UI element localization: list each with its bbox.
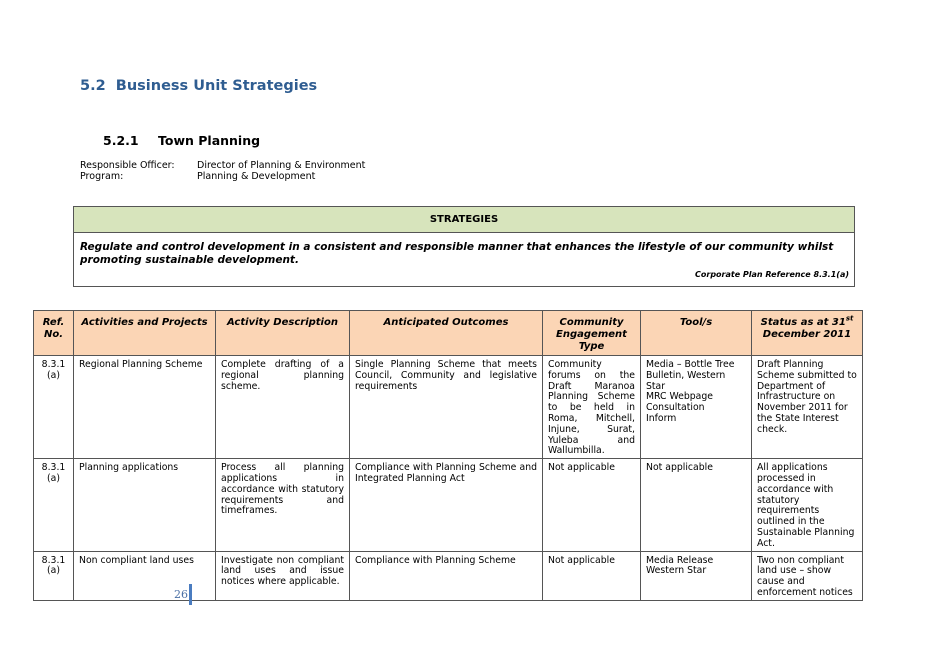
cell-line: Western Star [646,565,707,577]
value: Director of Planning & Environment [197,160,366,171]
table-cell: Compliance with Planning Scheme and Inte… [349,458,543,552]
header-sup: st [845,314,854,323]
strategy-table: Ref. No. Activities and Projects Activity … [33,310,863,601]
header-text: December 2011 [762,329,852,340]
table-cell: 8.3.1 (a) [33,458,74,552]
table-cell: Compliance with Planning Scheme [349,550,543,601]
header-cell: Tool/s [640,310,752,356]
subsection-title: 5.2.1 Town Planning [103,133,260,148]
label: Program: [80,171,124,182]
value: Planning & Development [197,171,316,182]
section-title: 5.2 Business Unit Strategies [80,78,318,94]
table-cell: 8.3.1 (a) [33,550,74,601]
subsection-number: 5.2.1 [103,133,139,148]
cell-line: Media Release [646,554,714,566]
table-cell: Draft Planning Scheme submitted to Depar… [751,354,863,460]
plan-reference: Corporate Plan Reference 8.3.1(a) [695,270,849,279]
table-row: 8.3.1 (a) Non compliant land uses Investig… [33,550,863,601]
cell-line: Not applicable [646,462,713,474]
header-cell: Activities and Projects [73,310,216,356]
cell-line: Media – Bottle Tree Bulletin, Western St… [646,359,735,392]
header-text: Status as at 31 [760,317,846,328]
cell-line: Consultation [646,402,705,414]
table-cell: Single Planning Scheme that meets Counci… [349,354,543,460]
table-cell: Process all planning applications in acc… [215,458,350,552]
table-cell: Non compliant land uses [73,550,216,601]
header-cell: Status as at 31st December 2011 [751,310,863,356]
table-cell: Media – Bottle Tree Bulletin, Western St… [640,354,752,460]
strategies-header: STRATEGIES [74,207,854,233]
program-line: Program: Planning & Development [80,171,315,182]
cell-line: Inform [646,412,677,424]
officer-line: Responsible Officer: Director of Planning… [80,160,365,171]
label: Responsible Officer: [80,160,175,171]
table-cell: Two non compliant land use – show cause … [751,550,863,601]
table-row: 8.3.1 (a) Regional Planning Scheme Complet… [33,354,863,460]
header-row: Ref. No. Activities and Projects Activity … [33,310,863,356]
table-cell: Regional Planning Scheme [73,354,216,460]
header-cell: Community Engagement Type [542,310,641,356]
table-cell: Planning applications [73,458,216,552]
table-cell: Media Release Western Star [640,550,752,601]
table-cell: Complete drafting of a regional planning… [215,354,350,460]
page-number: 26 [174,588,188,601]
header-cell: Anticipated Outcomes [349,310,543,356]
cell-line: MRC Webpage [646,391,713,403]
table-cell: Investigate non compliant land uses and … [215,550,350,601]
subsection-name: Town Planning [158,133,261,148]
table-cell: Community forums on the Draft Maranoa Pl… [542,354,641,460]
strategies-box: STRATEGIES Regulate and control developm… [73,206,855,287]
table-cell: Not applicable [640,458,752,552]
table-cell: Not applicable [542,550,641,601]
table-cell: All applications processed in accordance… [751,458,863,552]
table-row: 8.3.1 (a) Planning applications Process al… [33,458,863,552]
header-cell: Activity Description [215,310,350,356]
table-cell: Not applicable [542,458,641,552]
page-bar [189,584,192,605]
header-cell: Ref. No. [33,310,74,356]
table-cell: 8.3.1 (a) [33,354,74,460]
strategies-text: Regulate and control development in a co… [80,241,834,266]
